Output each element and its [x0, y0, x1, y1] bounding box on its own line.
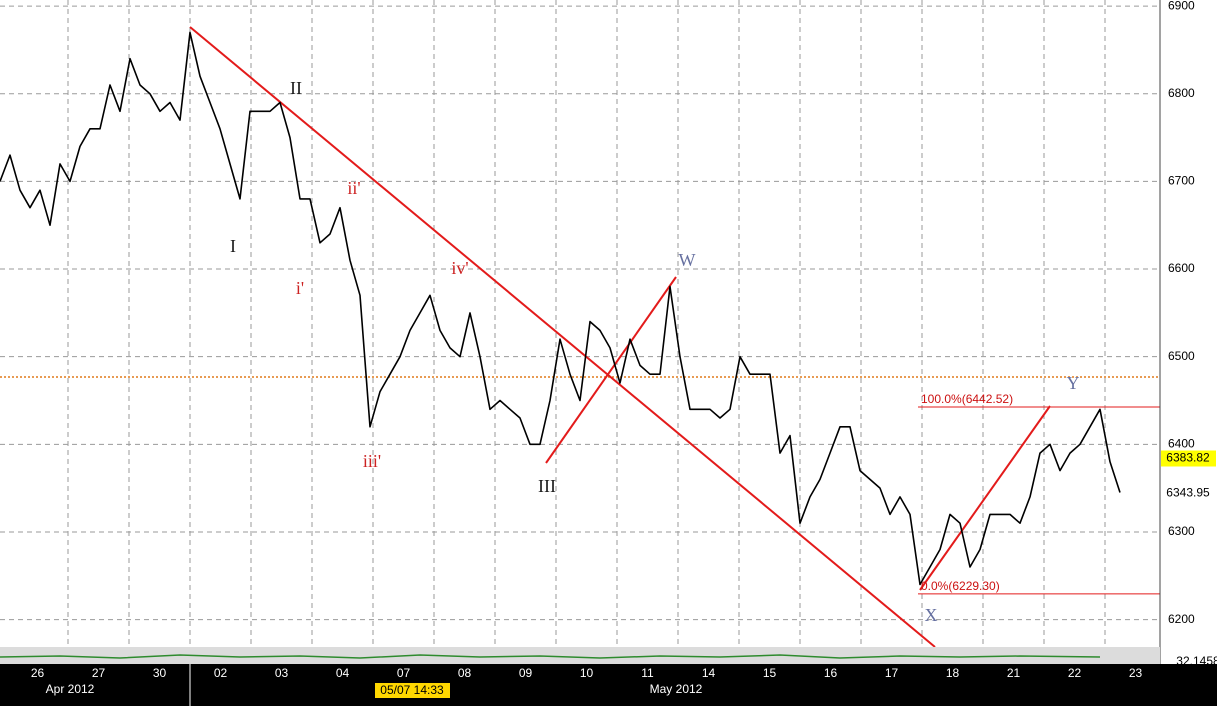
month-label: May 2012 [650, 682, 703, 696]
grid [0, 0, 1160, 647]
y-tick-label: 6300 [1168, 524, 1195, 538]
month-label: Apr 2012 [46, 682, 95, 696]
fib-label: 100.0%(6442.52) [921, 392, 1013, 406]
y-tick-label: 6900 [1168, 0, 1195, 12]
price-box [1161, 450, 1216, 467]
cursor-label: 05/07 14:33 [380, 683, 444, 697]
wave-label: Y [1067, 373, 1080, 393]
indicator-label: 32.1458 [1176, 654, 1217, 668]
y-tick-label: 6400 [1168, 436, 1195, 450]
wave-label: iii' [363, 451, 381, 471]
x-tick-label: 10 [580, 666, 594, 680]
wave-label: I [230, 236, 236, 256]
x-tick-label: 16 [824, 666, 838, 680]
y-tick-label: 6700 [1168, 174, 1195, 188]
x-tick-label: 27 [92, 666, 106, 680]
trend-line [189, 26, 936, 648]
x-tick-label: 15 [763, 666, 777, 680]
indicator-line [0, 654, 1101, 659]
y-tick-label: 6200 [1168, 612, 1195, 626]
plot: 100.0%(6442.52)0.0%(6229.30)IIIIIIi'ii'i… [0, 31, 1160, 625]
y-tick-label: 6500 [1168, 349, 1195, 363]
x-tick-label: 11 [641, 666, 654, 680]
x-tick-label: 17 [885, 666, 899, 680]
price-label: 6383.82 [1166, 451, 1210, 465]
x-tick-label: 26 [31, 666, 45, 680]
wave-label: ii' [347, 178, 360, 198]
x-tick-label: 30 [153, 666, 167, 680]
x-tick-label: 14 [702, 666, 716, 680]
wave-label: X [925, 605, 938, 625]
wave-label: iv' [451, 258, 468, 278]
x-tick-label: 23 [1129, 666, 1143, 680]
wave-label: W [679, 250, 696, 270]
y-tick-label: 6800 [1168, 86, 1195, 100]
price-label: 6343.95 [1166, 486, 1210, 500]
trend-line [545, 276, 677, 464]
price-box [1161, 485, 1216, 502]
x-tick-label: 07 [397, 666, 411, 680]
x-tick-label: 02 [214, 666, 228, 680]
fib-label: 0.0%(6229.30) [921, 579, 1000, 593]
price-line [0, 31, 1121, 586]
x-tick-label: 22 [1068, 666, 1082, 680]
trend-line [919, 405, 1051, 591]
x-tick-label: 03 [275, 666, 289, 680]
x-tick-label: 08 [458, 666, 472, 680]
x-axis-band [0, 664, 1217, 706]
y-tick-label: 6600 [1168, 261, 1195, 275]
wave-label: II [290, 78, 302, 98]
x-tick-label: 21 [1007, 666, 1021, 680]
wave-label: i' [296, 278, 304, 298]
cursor-box [375, 683, 450, 698]
x-tick-label: 09 [519, 666, 533, 680]
indicator-panel [0, 647, 1160, 664]
x-tick-label: 18 [946, 666, 960, 680]
wave-label: III [538, 476, 556, 496]
x-tick-label: 04 [336, 666, 350, 680]
